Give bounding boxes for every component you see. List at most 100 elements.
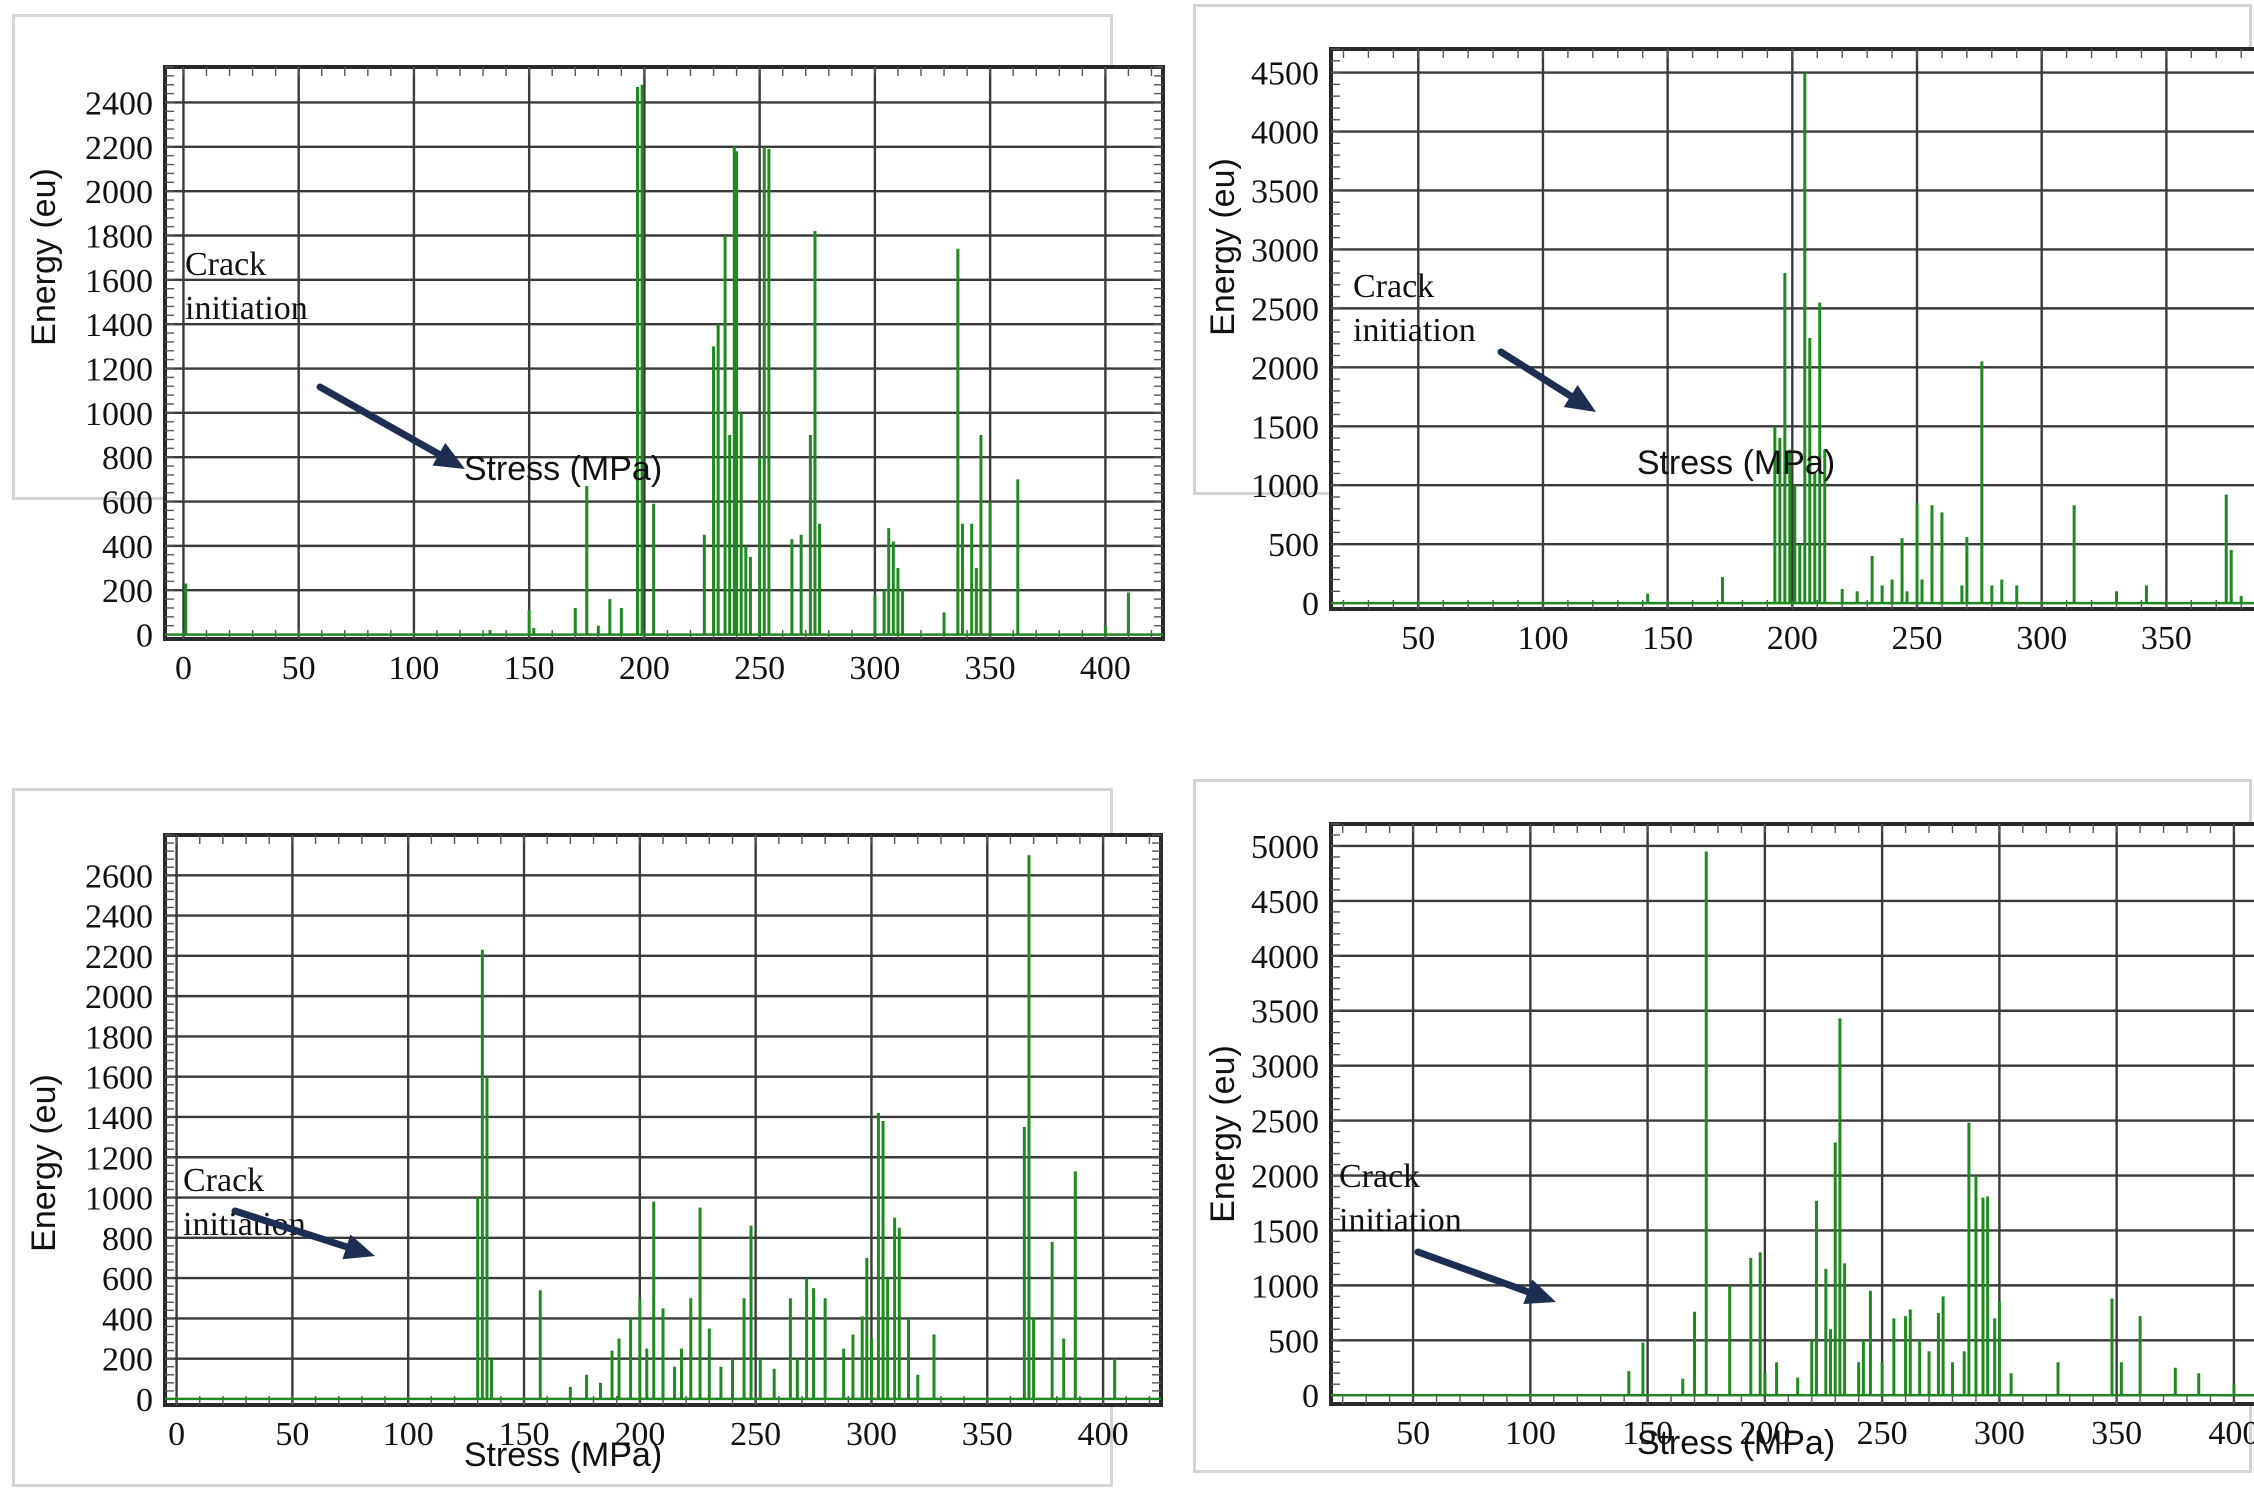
annotation-text: Crack (185, 246, 266, 283)
x-tick-label: 200 (619, 650, 670, 687)
arrow-head-icon (342, 1234, 375, 1260)
y-tick-label: 2000 (1251, 350, 1319, 387)
y-axis-title: Energy (eu) (25, 1074, 63, 1252)
x-tick-label: 100 (1517, 620, 1568, 657)
x-tick-label: 150 (1622, 1415, 1673, 1452)
x-tick-label: 100 (1505, 1415, 1556, 1452)
x-axis-title: Stress (MPa) (464, 1436, 662, 1474)
y-tick-label: 0 (1302, 1378, 1319, 1415)
y-tick-label: 2000 (85, 979, 153, 1016)
y-tick-label: 4000 (1251, 115, 1319, 152)
x-tick-label: 50 (275, 1416, 309, 1453)
y-tick-label: 400 (102, 529, 153, 566)
energy-stress-chart: 5010015020025030035040005001000150020002… (1204, 47, 2254, 657)
x-tick-label: 250 (730, 1416, 781, 1453)
y-tick-label: 2000 (1251, 1159, 1319, 1196)
x-axis-title: Stress (MPa) (1637, 1424, 1835, 1462)
x-tick-label: 200 (1767, 620, 1818, 657)
y-tick-label: 1000 (1251, 468, 1319, 505)
x-tick-label: 50 (282, 650, 316, 687)
x-tick-label: 0 (168, 1416, 185, 1453)
x-tick-label: 400 (2208, 1415, 2254, 1452)
y-tick-label: 2200 (85, 130, 153, 167)
y-tick-label: 1500 (1251, 1213, 1319, 1250)
arrow-head-icon (432, 442, 465, 469)
y-tick-label: 200 (102, 1342, 153, 1379)
chart-panel-bottom-left: 0 50 100 150 200 250 300 350 400 0 200 400 600 800 100… (12, 788, 1163, 1487)
y-tick-label: 2500 (1251, 291, 1319, 328)
x-tick-label: 200 (614, 1416, 665, 1453)
x-tick-label: 200 (1739, 1415, 1790, 1452)
chart-panel-bottom-right: 50 100 150 200 250 300 350 400 0 500 1000 1500 2000 2… (1193, 779, 2254, 1473)
y-tick-label: 4500 (1251, 884, 1319, 921)
y-tick-label: 5000 (1251, 829, 1319, 866)
y-tick-label: 800 (102, 440, 153, 477)
annotation-text: initiation (1353, 312, 1476, 349)
x-axis-title: Stress (MPa) (464, 450, 662, 488)
y-axis-title: Energy (eu) (1204, 1045, 1242, 1223)
y-tick-label: 1600 (85, 1060, 153, 1097)
plot-area (163, 65, 1165, 641)
x-axis-title: Stress (MPa) (1637, 444, 1835, 482)
annotation-text: initiation (1339, 1202, 1462, 1239)
annotation-text: Crack (183, 1162, 264, 1199)
x-tick-label: 150 (1642, 620, 1693, 657)
y-tick-label: 1600 (85, 263, 153, 300)
y-tick-label: 0 (136, 1382, 153, 1419)
energy-stress-chart: 0 50 100 150 200 250 300 350 4000200400600800100… (25, 65, 1165, 687)
y-tick-label: 2400 (85, 899, 153, 936)
y-tick-label: 600 (102, 1261, 153, 1298)
arrow-head-icon (1523, 1279, 1556, 1305)
y-tick-label: 2000 (85, 174, 153, 211)
annotation-arrow (316, 383, 443, 458)
x-tick-label: 150 (499, 1416, 550, 1453)
annotation-text: Crack (1339, 1158, 1420, 1195)
y-tick-label: 3000 (1251, 232, 1319, 269)
x-tick-label: 300 (1974, 1415, 2025, 1452)
chart-panel-top-right: 50 100 150 200 250 300 350 4000 500 1000 1500 2000 2… (1193, 4, 2254, 657)
y-tick-label: 800 (102, 1221, 153, 1258)
y-tick-label: 1000 (85, 1181, 153, 1218)
arrow-head-icon (1563, 384, 1596, 412)
y-tick-label: 0 (1302, 586, 1319, 623)
x-tick-label: 300 (846, 1416, 897, 1453)
y-tick-label: 2400 (85, 85, 153, 122)
x-tick-label: 400 (1080, 650, 1131, 687)
x-tick-label: 350 (965, 650, 1016, 687)
x-tick-label: 50 (1396, 1415, 1430, 1452)
y-tick-label: 200 (102, 573, 153, 610)
plot-area (1329, 822, 2254, 1406)
x-tick-label: 350 (2091, 1415, 2142, 1452)
x-tick-label: 400 (1078, 1416, 1129, 1453)
x-tick-label: 250 (734, 650, 785, 687)
y-tick-label: 1000 (85, 396, 153, 433)
y-tick-label: 2600 (85, 858, 153, 895)
y-tick-label: 3000 (1251, 1049, 1319, 1086)
y-tick-label: 0 (136, 618, 153, 655)
x-tick-label: 350 (2141, 620, 2192, 657)
x-tick-label: 300 (849, 650, 900, 687)
x-tick-label: 100 (388, 650, 439, 687)
y-tick-label: 500 (1268, 527, 1319, 564)
y-tick-label: 4500 (1251, 56, 1319, 93)
energy-stress-chart: 0 50 100 150 200 250 300 350 4000200400600800100… (25, 833, 1163, 1474)
annotation-text: initiation (185, 290, 308, 327)
y-tick-label: 4000 (1251, 939, 1319, 976)
x-tick-label: 150 (504, 650, 555, 687)
annotation-arrow (1497, 348, 1575, 400)
y-tick-label: 400 (102, 1301, 153, 1338)
y-tick-label: 2200 (85, 939, 153, 976)
y-tick-label: 3500 (1251, 994, 1319, 1031)
y-tick-label: 1200 (85, 1140, 153, 1177)
x-tick-label: 0 (175, 650, 192, 687)
y-tick-label: 2500 (1251, 1104, 1319, 1141)
y-tick-label: 1400 (85, 307, 153, 344)
x-tick-label: 300 (2016, 620, 2067, 657)
y-tick-label: 1800 (85, 218, 153, 255)
y-tick-label: 1400 (85, 1100, 153, 1137)
y-tick-label: 1800 (85, 1019, 153, 1056)
y-tick-label: 1500 (1251, 409, 1319, 446)
y-axis-title: Energy (eu) (25, 168, 63, 346)
y-tick-label: 500 (1268, 1323, 1319, 1360)
